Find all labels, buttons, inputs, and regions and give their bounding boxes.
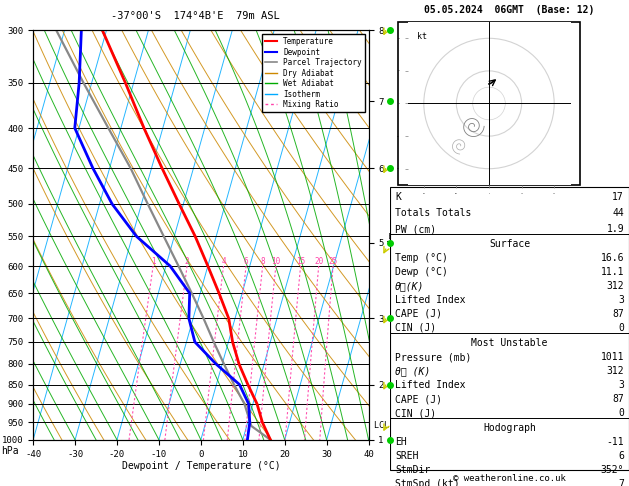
Text: EH: EH bbox=[395, 437, 407, 447]
Text: Surface: Surface bbox=[489, 239, 530, 249]
Text: SREH: SREH bbox=[395, 451, 418, 461]
Text: Hodograph: Hodograph bbox=[483, 423, 536, 433]
Text: 7: 7 bbox=[618, 479, 624, 486]
Text: -11: -11 bbox=[606, 437, 624, 447]
Text: StmDir: StmDir bbox=[395, 465, 430, 475]
Text: Temp (°C): Temp (°C) bbox=[395, 253, 448, 263]
Text: 312: 312 bbox=[606, 281, 624, 291]
Legend: Temperature, Dewpoint, Parcel Trajectory, Dry Adiabat, Wet Adiabat, Isotherm, Mi: Temperature, Dewpoint, Parcel Trajectory… bbox=[262, 34, 365, 112]
Text: LCL: LCL bbox=[369, 421, 389, 430]
Text: 20: 20 bbox=[314, 257, 323, 266]
Text: 6: 6 bbox=[244, 257, 248, 266]
Text: 312: 312 bbox=[606, 366, 624, 376]
Text: CIN (J): CIN (J) bbox=[395, 408, 436, 418]
Text: 0: 0 bbox=[618, 323, 624, 333]
Text: 8: 8 bbox=[260, 257, 265, 266]
Text: 0: 0 bbox=[618, 408, 624, 418]
Text: 4: 4 bbox=[221, 257, 226, 266]
Text: CAPE (J): CAPE (J) bbox=[395, 309, 442, 319]
Text: 87: 87 bbox=[612, 309, 624, 319]
Text: 1011: 1011 bbox=[601, 352, 624, 362]
Y-axis label: km
ASL: km ASL bbox=[386, 226, 408, 244]
Text: 44: 44 bbox=[612, 208, 624, 218]
Text: 25: 25 bbox=[328, 257, 338, 266]
Text: PW (cm): PW (cm) bbox=[395, 224, 436, 234]
Text: Pressure (mb): Pressure (mb) bbox=[395, 352, 471, 362]
Text: 1: 1 bbox=[151, 257, 155, 266]
Text: 3: 3 bbox=[618, 380, 624, 390]
Text: K: K bbox=[395, 192, 401, 202]
Text: 1.9: 1.9 bbox=[606, 224, 624, 234]
Text: θᴄ(K): θᴄ(K) bbox=[395, 281, 425, 291]
Text: θᴄ (K): θᴄ (K) bbox=[395, 366, 430, 376]
Text: 16.6: 16.6 bbox=[601, 253, 624, 263]
Text: 11.1: 11.1 bbox=[601, 267, 624, 277]
Text: Most Unstable: Most Unstable bbox=[471, 338, 548, 348]
Text: 05.05.2024  06GMT  (Base: 12): 05.05.2024 06GMT (Base: 12) bbox=[425, 5, 594, 15]
Text: CAPE (J): CAPE (J) bbox=[395, 394, 442, 404]
Text: 2: 2 bbox=[185, 257, 189, 266]
Bar bbox=[390, 187, 629, 470]
Text: 87: 87 bbox=[612, 394, 624, 404]
Text: -37°00'S  174°4B'E  79m ASL: -37°00'S 174°4B'E 79m ASL bbox=[111, 11, 279, 20]
Text: 17: 17 bbox=[612, 192, 624, 202]
Text: StmSpd (kt): StmSpd (kt) bbox=[395, 479, 460, 486]
Text: 352°: 352° bbox=[601, 465, 624, 475]
Text: © weatheronline.co.uk: © weatheronline.co.uk bbox=[453, 473, 566, 483]
Text: hPa: hPa bbox=[1, 446, 19, 456]
Text: Lifted Index: Lifted Index bbox=[395, 295, 465, 305]
Text: 3: 3 bbox=[618, 295, 624, 305]
Text: CIN (J): CIN (J) bbox=[395, 323, 436, 333]
Text: 6: 6 bbox=[618, 451, 624, 461]
Text: Totals Totals: Totals Totals bbox=[395, 208, 471, 218]
Text: 15: 15 bbox=[296, 257, 305, 266]
X-axis label: Dewpoint / Temperature (°C): Dewpoint / Temperature (°C) bbox=[121, 461, 280, 471]
Text: Dewp (°C): Dewp (°C) bbox=[395, 267, 448, 277]
Text: 10: 10 bbox=[271, 257, 281, 266]
Bar bbox=[398, 22, 580, 185]
Text: kt: kt bbox=[417, 32, 427, 41]
Text: Lifted Index: Lifted Index bbox=[395, 380, 465, 390]
